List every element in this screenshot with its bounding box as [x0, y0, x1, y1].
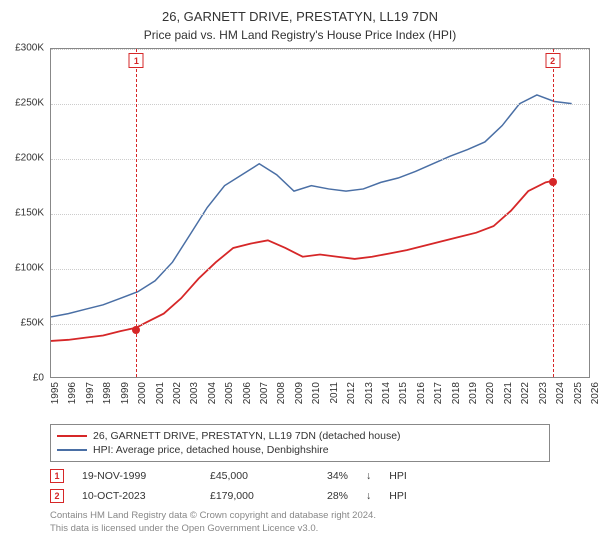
x-tick-label: 2006 [242, 382, 253, 404]
legend-swatch [57, 449, 87, 451]
gridline [51, 269, 589, 270]
legend-item: HPI: Average price, detached house, Denb… [57, 443, 543, 457]
sale-date: 19-NOV-1999 [82, 470, 192, 482]
sales-table: 1 19-NOV-1999 £45,000 34% ↓ HPI 2 10-OCT-2023 £1… [50, 466, 550, 506]
series-line [51, 181, 551, 341]
x-tick-label: 2015 [398, 382, 409, 404]
x-tick-label: 2011 [329, 382, 340, 404]
sale-event-dot [549, 178, 557, 186]
sale-pct: 34% [308, 470, 348, 482]
footer-attribution: Contains HM Land Registry data © Crown c… [50, 510, 550, 535]
x-tick-label: 2020 [485, 382, 496, 404]
sale-event-marker: 2 [545, 53, 560, 68]
x-tick-label: 2014 [381, 382, 392, 404]
chart-plot-area: 12 [50, 48, 590, 378]
x-tick-label: 1999 [120, 382, 131, 404]
sale-pct: 28% [308, 490, 348, 502]
chart-title: 26, GARNETT DRIVE, PRESTATYN, LL19 7DN [0, 0, 600, 26]
x-tick-label: 2026 [590, 382, 600, 404]
x-tick-label: 2012 [346, 382, 357, 404]
y-tick-label: £100K [15, 263, 44, 274]
legend-label: HPI: Average price, detached house, Denb… [93, 444, 329, 456]
x-tick-label: 2017 [433, 382, 444, 404]
x-tick-label: 2025 [573, 382, 584, 404]
series-line [51, 95, 572, 317]
x-tick-label: 2009 [294, 382, 305, 404]
legend-swatch [57, 435, 87, 437]
legend-item: 26, GARNETT DRIVE, PRESTATYN, LL19 7DN (… [57, 429, 543, 443]
x-tick-label: 1995 [50, 382, 61, 404]
sale-price: £179,000 [210, 490, 290, 502]
x-tick-label: 2021 [503, 382, 514, 404]
sale-ref: HPI [389, 470, 407, 482]
x-tick-label: 2001 [155, 382, 166, 404]
sale-date: 10-OCT-2023 [82, 490, 192, 502]
y-tick-label: £150K [15, 208, 44, 219]
x-tick-label: 2007 [259, 382, 270, 404]
footer-line-2: This data is licensed under the Open Gov… [50, 523, 550, 535]
x-tick-label: 2010 [311, 382, 322, 404]
x-tick-label: 2008 [276, 382, 287, 404]
gridline [51, 104, 589, 105]
sale-marker: 1 [50, 469, 64, 483]
x-tick-label: 2016 [416, 382, 427, 404]
gridline [51, 324, 589, 325]
footer-line-1: Contains HM Land Registry data © Crown c… [50, 510, 550, 522]
sale-direction-icon: ↓ [366, 490, 371, 502]
sale-marker: 2 [50, 489, 64, 503]
x-tick-label: 2024 [555, 382, 566, 404]
x-tick-label: 1997 [85, 382, 96, 404]
x-axis-labels: 1995 1996 1997 1998 1999 2000 2001 2002 2003 2004… [50, 378, 590, 418]
y-tick-label: £50K [21, 318, 44, 329]
x-tick-label: 1996 [67, 382, 78, 404]
sale-price: £45,000 [210, 470, 290, 482]
legend-label: 26, GARNETT DRIVE, PRESTATYN, LL19 7DN (… [93, 430, 401, 442]
sales-table-row: 1 19-NOV-1999 £45,000 34% ↓ HPI [50, 466, 550, 486]
sale-event-marker: 1 [129, 53, 144, 68]
gridline [51, 214, 589, 215]
y-tick-label: £250K [15, 98, 44, 109]
y-tick-label: £300K [15, 43, 44, 54]
x-tick-label: 2002 [172, 382, 183, 404]
x-tick-label: 2023 [538, 382, 549, 404]
x-tick-label: 2000 [137, 382, 148, 404]
y-tick-label: £200K [15, 153, 44, 164]
gridline [51, 49, 589, 50]
x-tick-label: 1998 [102, 382, 113, 404]
legend: 26, GARNETT DRIVE, PRESTATYN, LL19 7DN (… [50, 424, 550, 462]
y-axis-labels: £0£50K£100K£150K£200K£250K£300K [0, 48, 48, 378]
x-tick-label: 2022 [520, 382, 531, 404]
x-tick-label: 2003 [189, 382, 200, 404]
gridline [51, 159, 589, 160]
x-tick-label: 2004 [207, 382, 218, 404]
sale-event-line [553, 49, 554, 377]
x-tick-label: 2019 [468, 382, 479, 404]
y-tick-label: £0 [33, 373, 44, 384]
x-tick-label: 2005 [224, 382, 235, 404]
sale-event-dot [132, 326, 140, 334]
sale-direction-icon: ↓ [366, 470, 371, 482]
x-tick-label: 2013 [364, 382, 375, 404]
chart-subtitle: Price paid vs. HM Land Registry's House … [0, 26, 600, 48]
chart-container: 26, GARNETT DRIVE, PRESTATYN, LL19 7DN P… [0, 0, 600, 560]
x-tick-label: 2018 [451, 382, 462, 404]
sale-ref: HPI [389, 490, 407, 502]
sales-table-row: 2 10-OCT-2023 £179,000 28% ↓ HPI [50, 486, 550, 506]
